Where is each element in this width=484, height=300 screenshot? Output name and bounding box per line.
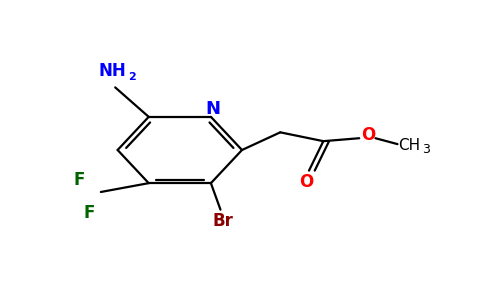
Text: F: F — [74, 171, 85, 189]
Text: O: O — [300, 173, 314, 191]
Text: CH: CH — [398, 138, 421, 153]
Text: F: F — [83, 204, 94, 222]
Text: O: O — [361, 126, 375, 144]
Text: 2: 2 — [128, 71, 136, 82]
Text: NH: NH — [99, 62, 127, 80]
Text: Br: Br — [212, 212, 233, 230]
Text: 3: 3 — [423, 143, 430, 156]
Text: N: N — [206, 100, 221, 118]
